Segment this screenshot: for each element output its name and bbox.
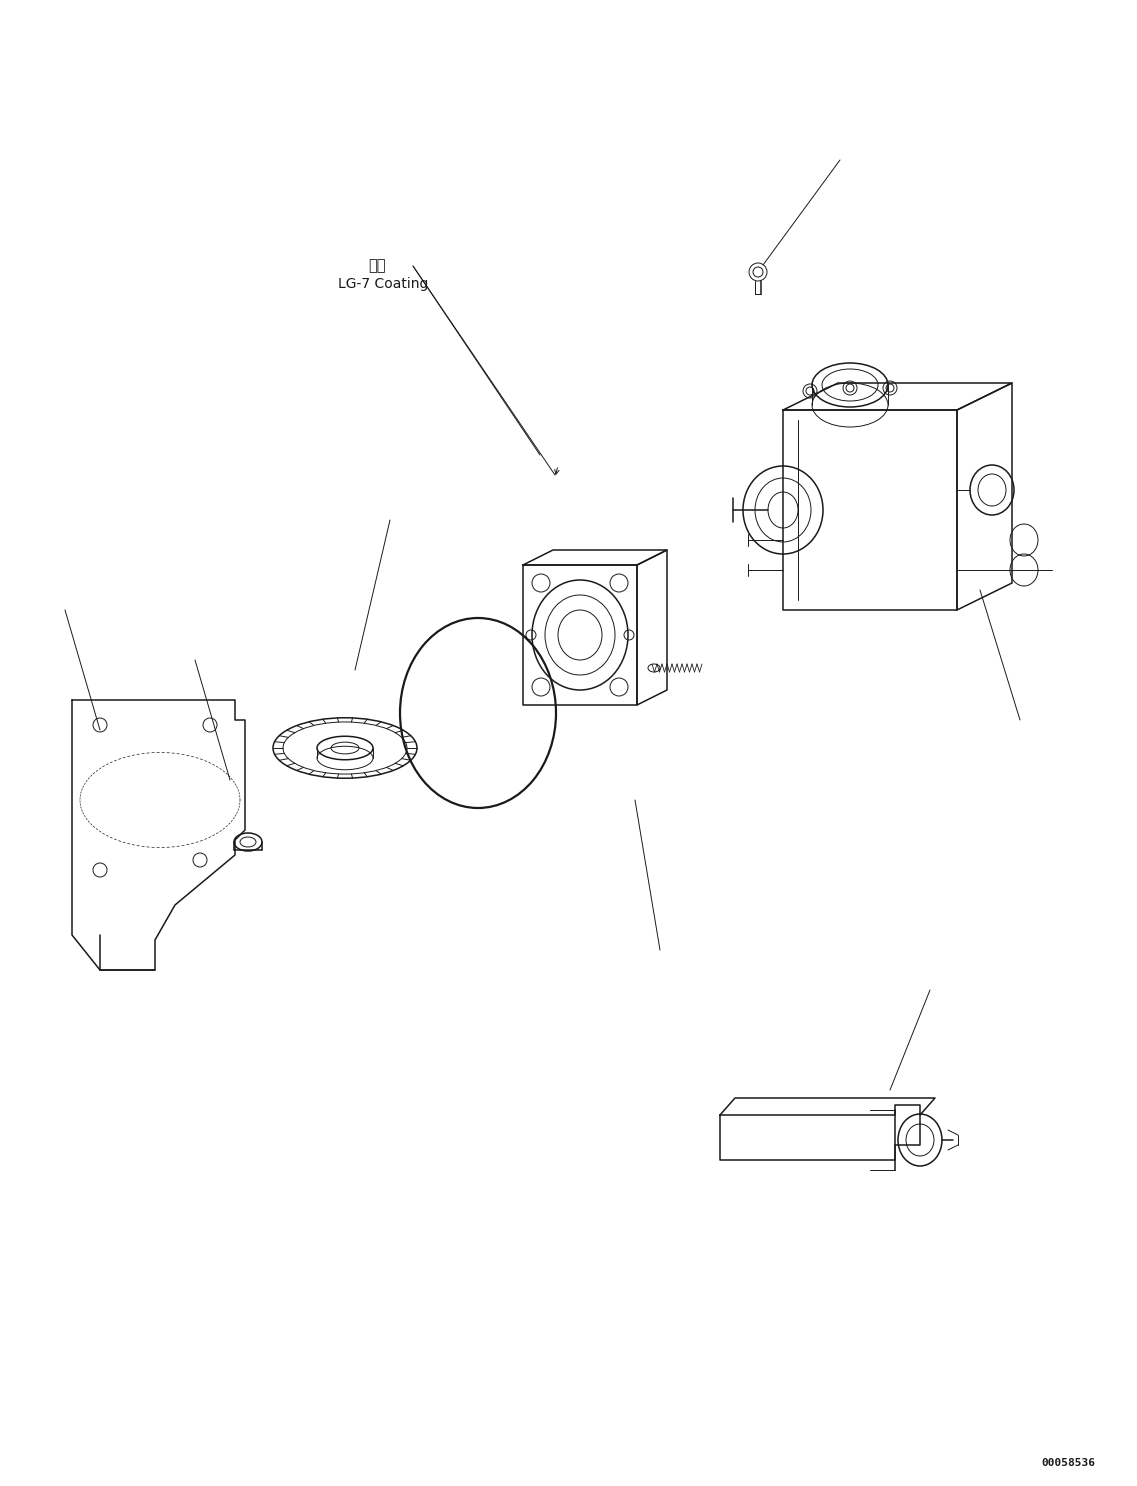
- Text: 00058536: 00058536: [1041, 1458, 1095, 1468]
- Text: 塗布: 塗布: [368, 259, 385, 273]
- Text: LG-7 Coating: LG-7 Coating: [338, 276, 429, 291]
